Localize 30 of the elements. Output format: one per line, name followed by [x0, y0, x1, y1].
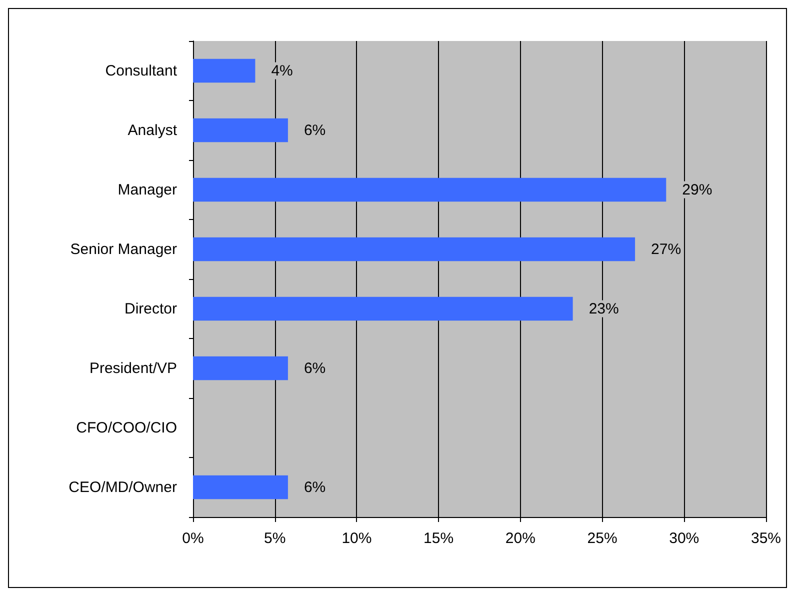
data-label: 4% [271, 62, 293, 80]
bar [193, 178, 666, 202]
y-tick-label: Director [124, 300, 177, 318]
y-tick-label: Manager [118, 181, 178, 198]
x-tick-label: 25% [587, 530, 618, 547]
bar [193, 356, 288, 380]
data-label: 27% [651, 240, 682, 258]
data-label: 6% [304, 478, 326, 496]
y-tick-label: Analyst [128, 122, 178, 139]
data-label: 6% [304, 122, 326, 139]
y-tick-label: CEO/MD/Owner [68, 478, 177, 496]
x-tick-label: 15% [424, 530, 454, 547]
y-tick-label: Consultant [105, 62, 178, 80]
y-tick-label: President/VP [89, 360, 177, 377]
bar [193, 118, 288, 142]
bar [193, 58, 256, 83]
x-tick-label: 10% [342, 530, 372, 547]
x-tick-label: 35% [750, 530, 782, 547]
x-tick-label: 5% [264, 530, 286, 547]
data-label: 29% [682, 181, 712, 198]
bar [193, 237, 636, 262]
bar [193, 475, 288, 500]
x-tick-label: 0% [182, 530, 204, 547]
data-label: 6% [304, 360, 326, 377]
bar [193, 296, 573, 321]
y-tick-label: CFO/COO/CIO [76, 419, 177, 436]
x-tick-label: 30% [669, 530, 700, 547]
x-tick-label: 20% [505, 530, 536, 547]
data-label: 23% [588, 300, 619, 318]
y-tick-label: Senior Manager [70, 240, 177, 258]
